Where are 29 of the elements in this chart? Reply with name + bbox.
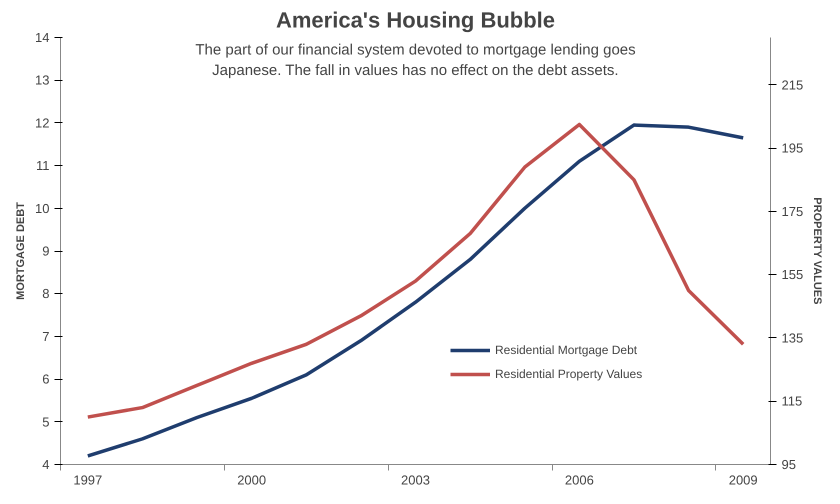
y2-tick-label: 175 (782, 204, 804, 219)
y2-tick-label: 195 (782, 140, 804, 156)
y2-tick-label: 215 (782, 77, 804, 92)
y-tick-label: 11 (36, 158, 50, 174)
x-tick-label: 2009 (728, 472, 758, 488)
y-tick-label: 4 (42, 457, 50, 472)
y2-tick-label: 95 (782, 457, 796, 472)
x-tick-label: 2006 (564, 472, 594, 488)
y-tick-label: 12 (35, 115, 50, 130)
y-tick-label: 5 (42, 414, 50, 430)
y2-tick-label: 135 (782, 330, 804, 346)
y-tick-label: 6 (42, 372, 50, 387)
y-tick-label: 10 (35, 200, 50, 216)
y-tick-label: 13 (35, 72, 50, 88)
y-axis-title: MORTGAGE DEBT (15, 202, 28, 300)
legend-label: Residential Property Values (495, 367, 642, 381)
y-tick-label: 7 (42, 328, 50, 344)
x-tick-label: 1997 (73, 472, 102, 488)
text: The part of our financial system devoted to mortgage lending goes Japanese. The fall in values has no effect on the debt assets. (195, 42, 636, 79)
x-tick-label: 2003 (401, 472, 430, 488)
chart-title: America's Housing Bubble (276, 8, 556, 32)
legend-label: Residential Mortgage Debt (495, 343, 638, 357)
y-tick-label: 14 (35, 30, 50, 45)
y-tick-label: 9 (42, 244, 50, 258)
y2-axis-title: PROPERTY VALUES (811, 197, 824, 304)
y2-tick-label: 115 (782, 394, 802, 409)
y-tick-label: 8 (42, 286, 50, 302)
x-tick-label: 2000 (237, 472, 266, 488)
y2-tick-label: 155 (782, 267, 804, 282)
